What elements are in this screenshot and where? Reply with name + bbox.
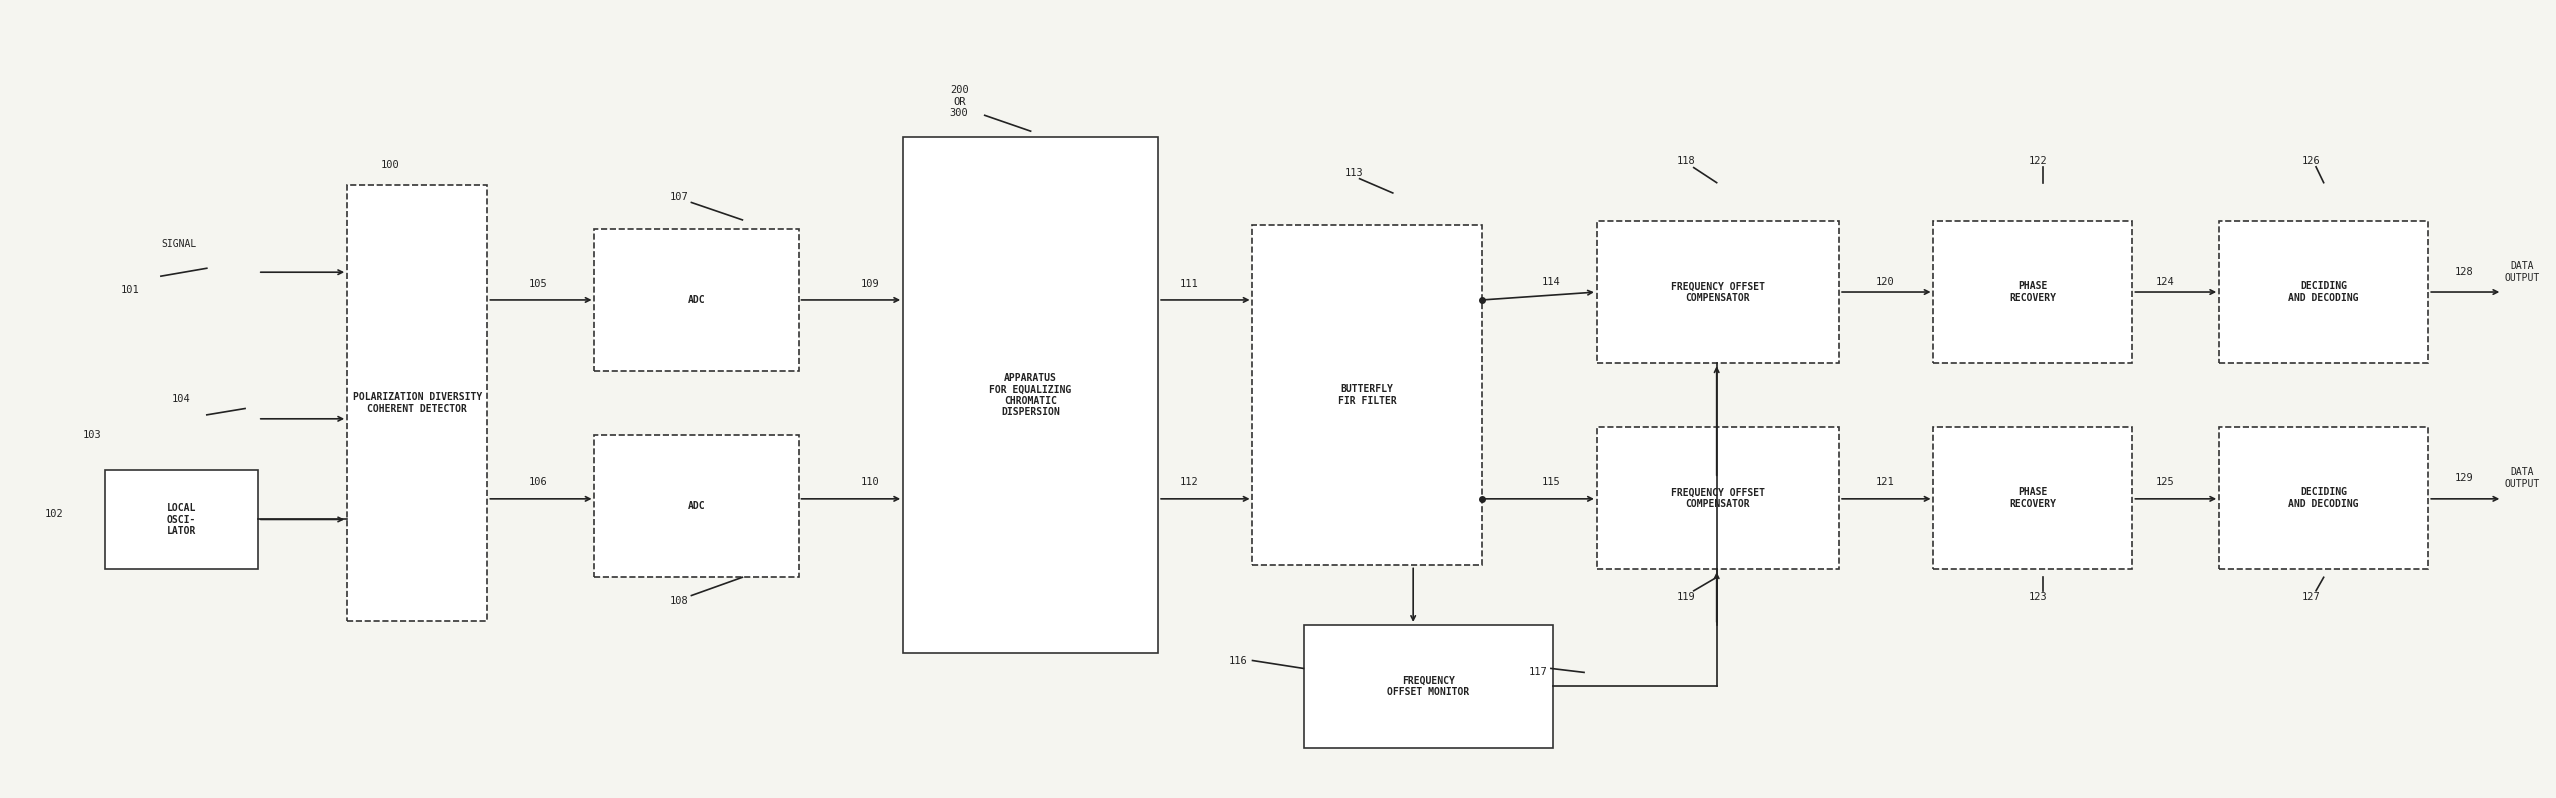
FancyBboxPatch shape xyxy=(1932,427,2132,570)
Text: 124: 124 xyxy=(2157,277,2175,286)
Text: 102: 102 xyxy=(43,509,64,519)
Text: 103: 103 xyxy=(82,429,102,440)
Text: 111: 111 xyxy=(1178,279,1199,289)
Text: 128: 128 xyxy=(2454,267,2474,277)
Text: 127: 127 xyxy=(2300,592,2321,602)
Text: 115: 115 xyxy=(1541,477,1559,488)
FancyBboxPatch shape xyxy=(596,435,797,577)
Text: 119: 119 xyxy=(1677,592,1695,602)
Text: 101: 101 xyxy=(120,285,141,294)
FancyBboxPatch shape xyxy=(1932,221,2132,363)
FancyBboxPatch shape xyxy=(348,185,488,621)
Text: SIGNAL: SIGNAL xyxy=(161,239,197,250)
Text: 120: 120 xyxy=(1876,277,1894,286)
Text: LOCAL
OSCI-
LATOR: LOCAL OSCI- LATOR xyxy=(166,504,197,536)
Text: APPARATUS
FOR EQUALIZING
CHROMATIC
DISPERSION: APPARATUS FOR EQUALIZING CHROMATIC DISPE… xyxy=(989,373,1071,417)
Text: ADC: ADC xyxy=(688,295,705,305)
Text: BUTTERFLY
FIR FILTER: BUTTERFLY FIR FILTER xyxy=(1337,385,1396,406)
Text: POLARIZATION DIVERSITY
COHERENT DETECTOR: POLARIZATION DIVERSITY COHERENT DETECTOR xyxy=(353,392,483,413)
FancyBboxPatch shape xyxy=(1598,427,1840,570)
Text: 112: 112 xyxy=(1178,477,1199,488)
Text: 117: 117 xyxy=(1528,667,1546,678)
FancyBboxPatch shape xyxy=(1252,225,1482,566)
Text: 129: 129 xyxy=(2454,473,2474,484)
FancyBboxPatch shape xyxy=(596,228,797,371)
Text: PHASE
RECOVERY: PHASE RECOVERY xyxy=(2009,488,2058,509)
Text: DECIDING
AND DECODING: DECIDING AND DECODING xyxy=(2288,488,2359,509)
FancyBboxPatch shape xyxy=(902,137,1158,653)
Text: ADC: ADC xyxy=(688,501,705,511)
FancyBboxPatch shape xyxy=(1304,625,1554,748)
Text: DECIDING
AND DECODING: DECIDING AND DECODING xyxy=(2288,281,2359,302)
Text: 108: 108 xyxy=(670,596,688,606)
Text: 122: 122 xyxy=(2029,156,2047,166)
Text: FREQUENCY OFFSET
COMPENSATOR: FREQUENCY OFFSET COMPENSATOR xyxy=(1672,281,1766,302)
FancyBboxPatch shape xyxy=(2219,427,2428,570)
Text: 100: 100 xyxy=(381,160,399,170)
Text: 123: 123 xyxy=(2029,592,2047,602)
Text: 125: 125 xyxy=(2157,477,2175,488)
FancyBboxPatch shape xyxy=(2219,221,2428,363)
Text: 109: 109 xyxy=(861,279,879,289)
Text: FREQUENCY OFFSET
COMPENSATOR: FREQUENCY OFFSET COMPENSATOR xyxy=(1672,488,1766,509)
Text: FREQUENCY
OFFSET MONITOR: FREQUENCY OFFSET MONITOR xyxy=(1388,675,1470,697)
Text: 113: 113 xyxy=(1344,168,1365,178)
Text: 114: 114 xyxy=(1541,277,1559,286)
FancyBboxPatch shape xyxy=(105,470,258,570)
Text: 107: 107 xyxy=(670,192,688,202)
Text: DATA
OUTPUT: DATA OUTPUT xyxy=(2505,468,2541,489)
Text: PHASE
RECOVERY: PHASE RECOVERY xyxy=(2009,281,2058,302)
Text: 126: 126 xyxy=(2300,156,2321,166)
Text: DATA
OUTPUT: DATA OUTPUT xyxy=(2505,262,2541,283)
Text: 121: 121 xyxy=(1876,477,1894,488)
Text: 116: 116 xyxy=(1229,655,1247,666)
Text: 118: 118 xyxy=(1677,156,1695,166)
FancyBboxPatch shape xyxy=(1598,221,1840,363)
Text: 106: 106 xyxy=(529,477,547,488)
Text: 105: 105 xyxy=(529,279,547,289)
Text: 200
OR
300: 200 OR 300 xyxy=(951,85,969,118)
Text: 110: 110 xyxy=(861,477,879,488)
Text: 104: 104 xyxy=(171,394,192,404)
